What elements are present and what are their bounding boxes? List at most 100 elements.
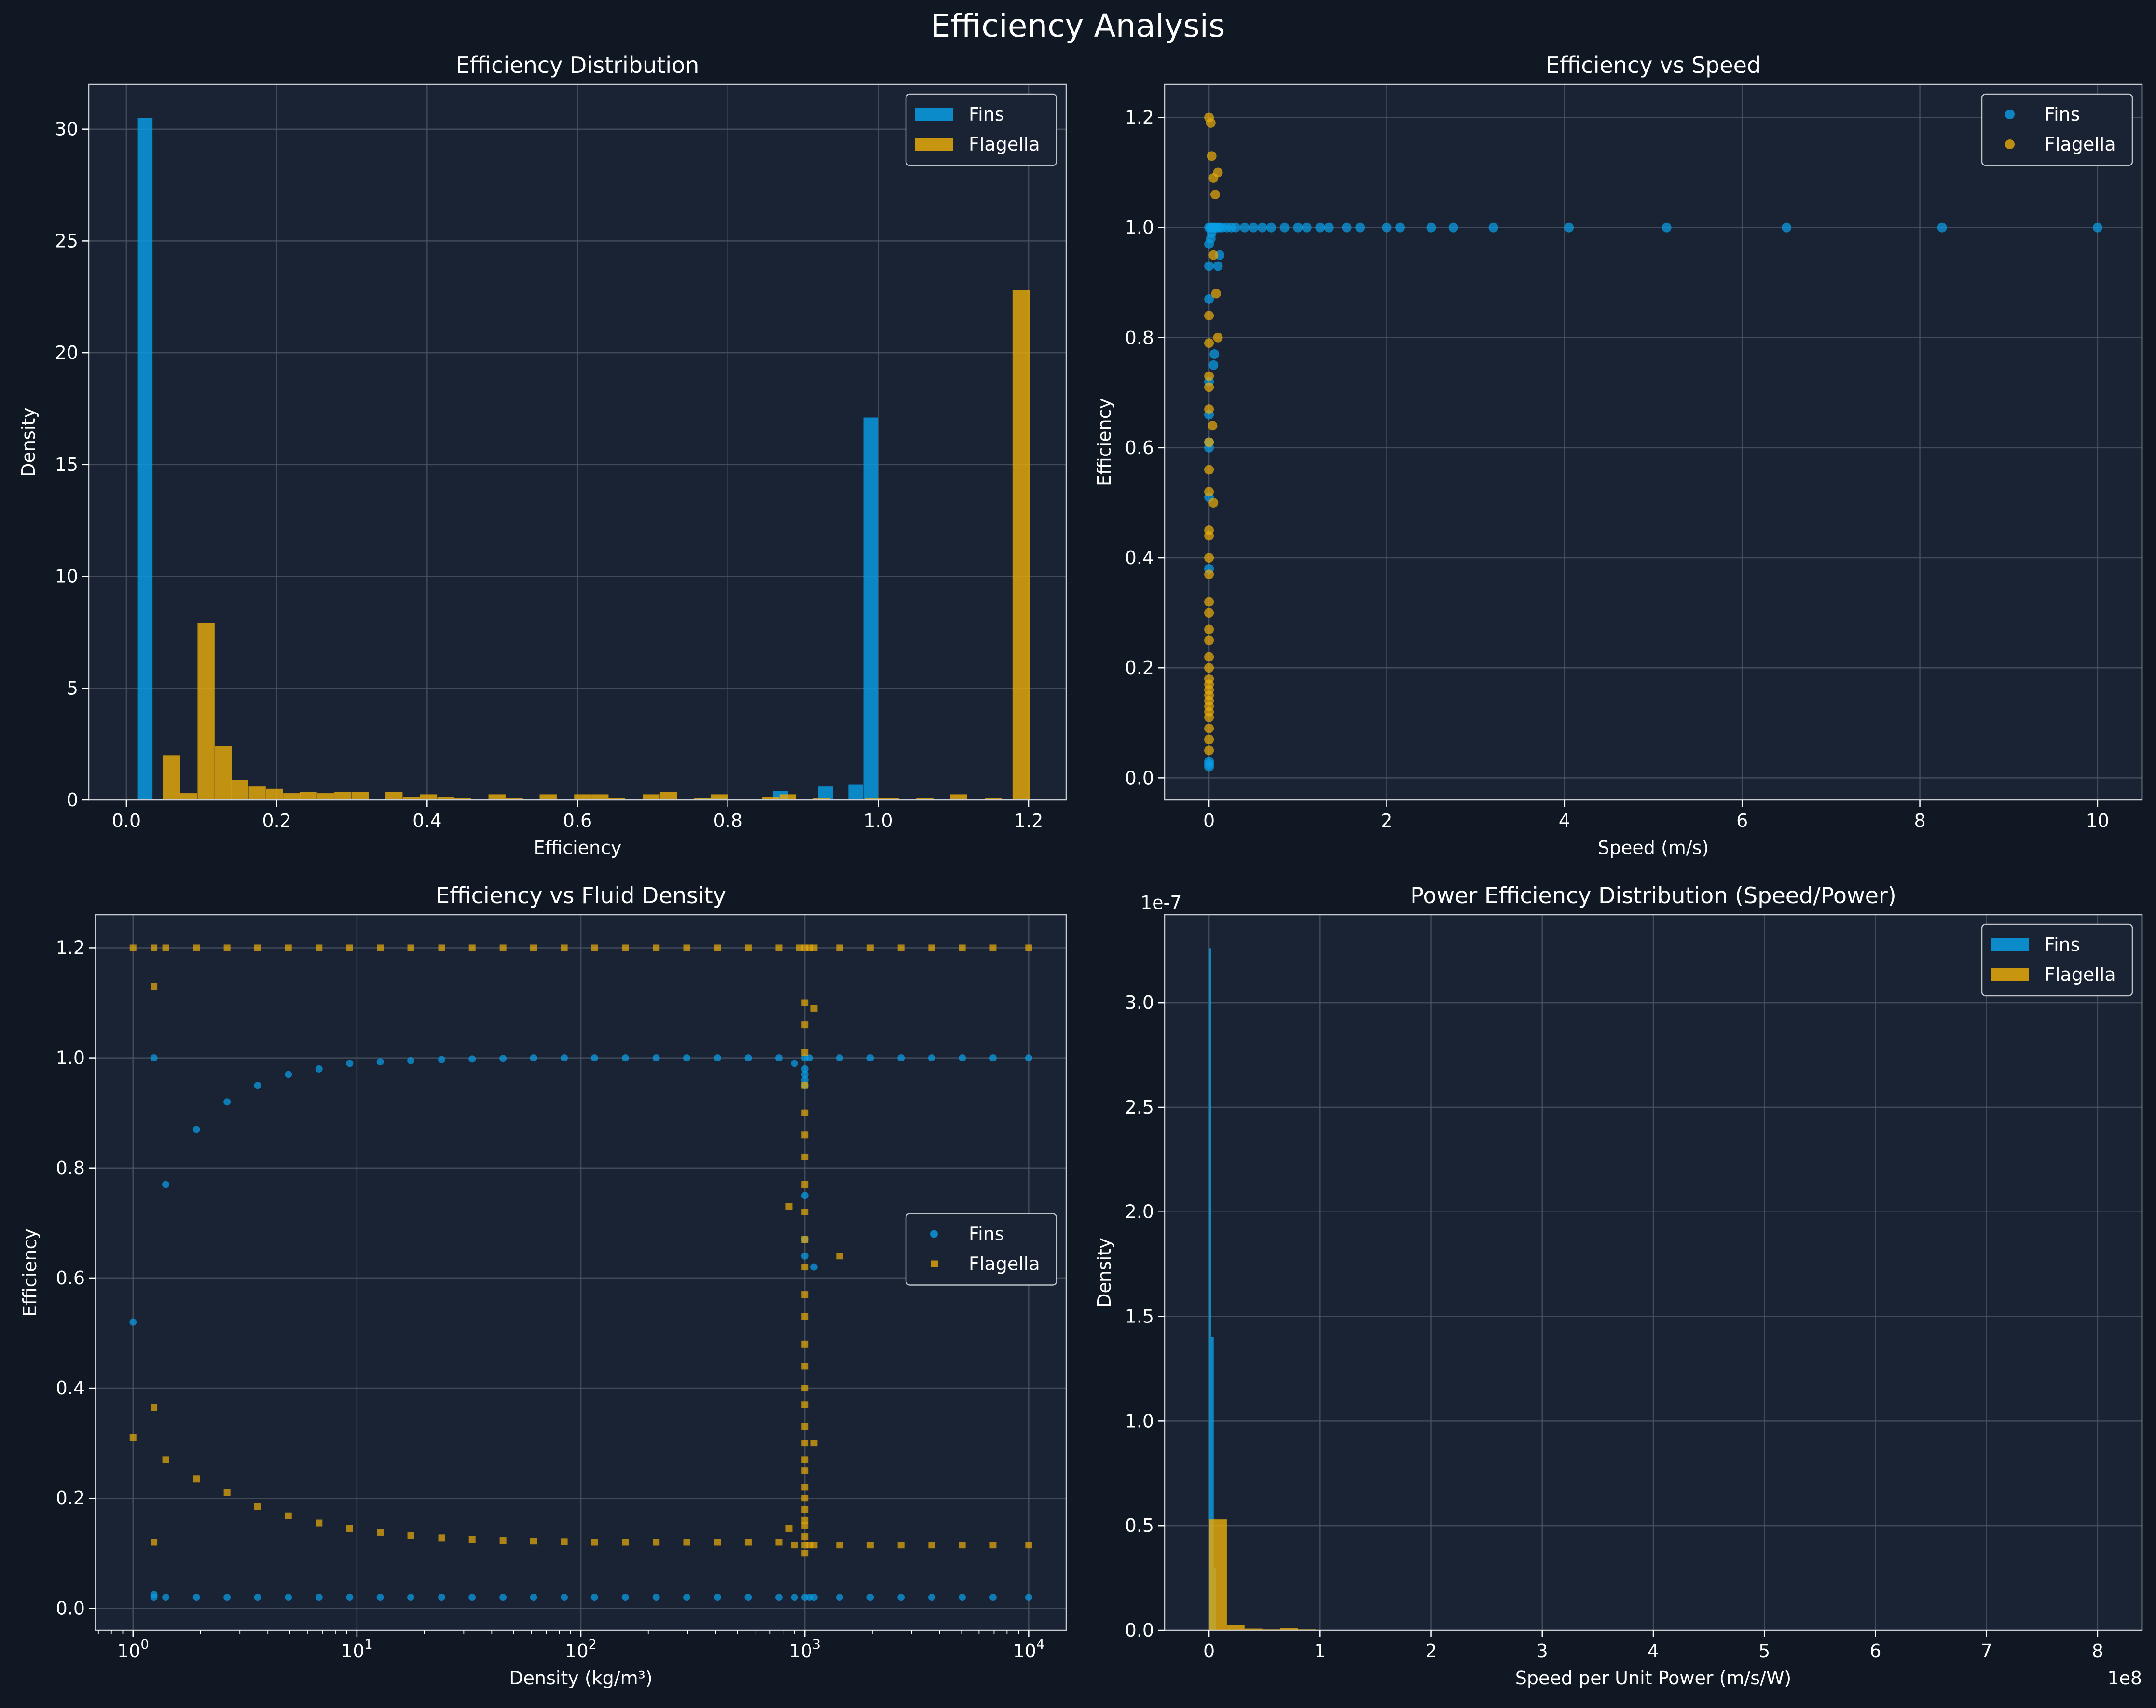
flagella-bar: [402, 797, 420, 800]
legend-label: Fins: [969, 1224, 1004, 1245]
legend-label: Flagella: [969, 134, 1040, 155]
fins-point: [928, 1594, 935, 1601]
x-axis-label: Speed (m/s): [1598, 837, 1709, 858]
flagella-bar: [351, 792, 369, 800]
fins-point: [1257, 222, 1267, 233]
series-fins: [1204, 222, 2102, 772]
flagella-point: [285, 944, 292, 951]
fins-point: [791, 1060, 798, 1067]
fins-point: [1239, 222, 1250, 233]
flagella-point: [530, 944, 537, 951]
fins-point: [810, 1594, 818, 1601]
fins-point: [1279, 222, 1290, 233]
chart-title: Efficiency vs Speed: [1546, 52, 1761, 78]
fins-point: [959, 1594, 966, 1601]
fins-point: [561, 1594, 568, 1601]
flagella-point: [162, 1456, 169, 1463]
fins-point: [683, 1594, 690, 1601]
fins-point: [801, 1252, 809, 1260]
flagella-point: [801, 1467, 809, 1474]
flagella-point: [714, 944, 721, 951]
y-tick-label: 0.8: [1125, 327, 1154, 348]
y-tick-label: 0.2: [56, 1488, 85, 1509]
y-tick-label: 0.4: [1125, 547, 1154, 568]
series-flagella: [1209, 1519, 1316, 1630]
flagella-bar: [711, 794, 728, 800]
y-tick-label: 25: [55, 230, 78, 251]
flagella-point: [801, 1440, 809, 1447]
x-tick-label: 1: [1314, 1640, 1326, 1662]
x-tick-label: 8: [1914, 810, 1925, 831]
fins-point: [621, 1594, 629, 1601]
flagella-bar: [231, 780, 248, 800]
plot-area: [1165, 84, 2142, 800]
flagella-bar: [1280, 1628, 1298, 1630]
fins-point: [801, 1071, 809, 1078]
flagella-bar: [1244, 1628, 1263, 1630]
y-axis-label: Efficiency: [19, 1228, 41, 1317]
chart-panel-1: 0.0 0.2 0.4 0.6 0.8 1.0 1.2 0 5 10 15 20 25 30 Efficie…: [18, 52, 1067, 858]
flagella-bar: [437, 797, 454, 800]
flagella-point: [785, 1525, 793, 1532]
flagella-bar: [1209, 1519, 1227, 1630]
tick-exponent: 1: [364, 1637, 372, 1652]
flagella-point: [683, 944, 690, 951]
fins-point: [376, 1058, 384, 1066]
flagella-point: [193, 1475, 200, 1483]
flagella-point: [801, 1131, 809, 1139]
flagella-bar: [506, 798, 523, 800]
flagella-bar: [1226, 1625, 1245, 1630]
fins-point: [285, 1594, 292, 1601]
flagella-point: [928, 944, 935, 951]
x-tick-label: 2: [1425, 1640, 1437, 1662]
fins-point: [438, 1594, 446, 1601]
fins-point: [1324, 222, 1334, 233]
chart-title: Efficiency Distribution: [456, 52, 700, 78]
x-tick-label: 4: [1648, 1640, 1659, 1662]
flagella-point: [1025, 1542, 1032, 1549]
flagella-point: [810, 1005, 818, 1012]
y-tick-label: 30: [55, 119, 78, 140]
flagella-point: [1204, 311, 1214, 321]
y-tick-label: 0.2: [1125, 657, 1154, 678]
x-tick-label: 3: [1537, 1640, 1548, 1662]
x-tick-label: 6: [1736, 810, 1748, 831]
legend: Fins Flagella: [1981, 93, 2133, 166]
flagella-point: [1204, 382, 1214, 392]
flagella-point: [801, 1082, 809, 1089]
legend-swatch: [1991, 938, 2029, 951]
legend-label: Flagella: [2045, 134, 2116, 155]
flagella-point: [866, 1542, 874, 1549]
flagella-point: [1204, 635, 1214, 646]
flagella-point: [801, 1153, 809, 1160]
fins-point: [801, 1076, 809, 1084]
fins-point: [499, 1055, 507, 1062]
tick-base: 10: [117, 1640, 140, 1662]
x-tick-label: 7: [1981, 1640, 1992, 1662]
flagella-point: [801, 1291, 809, 1298]
flagella-point: [801, 1209, 809, 1216]
flagella-point: [193, 944, 200, 951]
flagella-point: [897, 1542, 905, 1549]
flagella-point: [1204, 652, 1214, 662]
flagella-point: [407, 1532, 414, 1539]
y-offset-label: 1e-7: [1140, 892, 1181, 913]
flagella-point: [1213, 167, 1223, 178]
fins-point: [1448, 222, 1458, 233]
flagella-point: [801, 1522, 809, 1529]
flagella-point: [1204, 465, 1214, 475]
flagella-point: [223, 944, 231, 951]
y-tick-label: 0.6: [1125, 437, 1154, 458]
flagella-point: [1204, 624, 1214, 634]
x-tick-label: 0: [1203, 1640, 1215, 1662]
fins-point: [254, 1082, 261, 1089]
flagella-point: [801, 1516, 809, 1524]
y-tick-label: 0.4: [56, 1377, 85, 1399]
series-fins: [129, 1054, 1032, 1601]
flagella-point: [801, 1423, 809, 1430]
flagella-point: [801, 1313, 809, 1320]
fins-point: [959, 1054, 966, 1062]
flagella-point: [591, 944, 598, 951]
legend-label: Flagella: [2045, 964, 2116, 985]
y-tick-label: 0.0: [1125, 767, 1154, 788]
